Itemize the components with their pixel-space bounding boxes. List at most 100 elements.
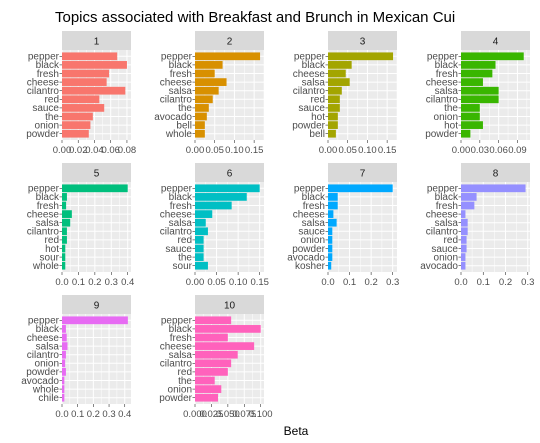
x-tick-label: 0.00	[319, 145, 338, 156]
bar-1-onion	[62, 121, 91, 129]
category-label: avocado	[154, 112, 192, 123]
facet-panel-5: 5 pepperblackfreshcheesesalsacilantroredh…	[27, 163, 134, 288]
bar-1-cilantro	[62, 86, 126, 95]
x-tick-label: 0.1	[72, 277, 85, 288]
bar-3-red	[328, 95, 340, 104]
category-label: pepper	[161, 52, 193, 63]
x-tick-label: 0.05	[338, 145, 357, 156]
bar-6-sauce	[195, 244, 204, 253]
category-label: pepper	[28, 316, 60, 327]
bar-1-the	[62, 112, 93, 121]
bar-5-cilantro	[62, 227, 67, 236]
bar-2-bell	[195, 121, 205, 129]
bar-8-sauce	[461, 244, 467, 253]
category-label: cilantro	[160, 95, 193, 106]
category-label: avocado	[21, 376, 59, 387]
category-label: onion	[434, 112, 458, 123]
category-label: avocado	[287, 252, 325, 263]
category-label: salsa	[36, 218, 60, 229]
bar-1-black	[62, 61, 127, 69]
category-label: bell	[176, 120, 192, 131]
bar-2-pepper	[195, 52, 261, 61]
category-label: black	[36, 60, 60, 71]
bar-9-cheese	[62, 333, 67, 342]
facet-strip	[461, 31, 530, 50]
bar-8-onion	[461, 253, 466, 261]
category-label: cilantro	[160, 359, 193, 370]
x-tick-label: 0.10	[229, 277, 248, 288]
category-label: red	[311, 95, 325, 106]
bar-7-sauce	[328, 227, 333, 236]
bar-3-cheese	[328, 69, 346, 78]
category-label: sauce	[431, 244, 458, 255]
x-axis-label: Beta	[284, 424, 309, 438]
facet-strip-label: 3	[360, 37, 366, 48]
facet-strip	[461, 163, 530, 182]
bar-5-salsa	[62, 218, 71, 227]
facet-panel-1: 1 pepperblackfreshcheesecilantroredsaucet…	[26, 31, 136, 156]
category-label: fresh	[170, 333, 192, 344]
facet-panel-2: 2 pepperblackfreshcheesesalsacilantrothea…	[154, 31, 265, 156]
facet-strip	[195, 163, 264, 182]
bar-9-whole	[62, 385, 65, 393]
bar-6-salsa	[195, 218, 206, 227]
x-tick-label: 0.4	[118, 409, 131, 420]
bar-9-powder	[62, 368, 66, 376]
x-tick-label: 0.3	[521, 277, 534, 288]
category-label: sauce	[298, 103, 325, 114]
x-tick-label: 0.05	[205, 145, 224, 156]
bar-10-the	[195, 376, 215, 385]
x-tick-label: 0.0	[454, 277, 467, 288]
bar-8-cilantro	[461, 227, 468, 236]
bar-3-black	[328, 61, 352, 69]
category-label: salsa	[36, 341, 60, 352]
bar-4-fresh	[461, 69, 493, 78]
facet-panel-8: 8 pepperblackfreshcheesesalsacilantroreds…	[420, 163, 534, 288]
x-tick-label: 0.10	[358, 145, 377, 156]
bar-10-cilantro	[195, 359, 232, 368]
bar-5-sour	[62, 253, 66, 261]
bar-4-salsa	[461, 86, 499, 95]
facet-strip	[195, 31, 264, 50]
bar-1-sauce	[62, 104, 105, 112]
category-label: pepper	[427, 52, 459, 63]
x-tick-label: 0.02	[69, 145, 88, 156]
category-label: bell	[309, 129, 325, 140]
category-label: chile	[38, 393, 59, 404]
bar-6-pepper	[195, 184, 260, 193]
category-label: sour	[40, 252, 60, 263]
bar-1-pepper	[62, 52, 118, 61]
bar-9-avocado	[62, 376, 65, 385]
panel-background	[328, 182, 397, 272]
category-label: cilantro	[160, 227, 193, 238]
category-label: red	[178, 235, 192, 246]
bar-6-the	[195, 253, 204, 261]
x-tick-label: 0.00	[186, 277, 205, 288]
x-tick-label: 0.08	[118, 145, 137, 156]
bar-2-cilantro	[195, 95, 213, 104]
x-tick-label: 0.00	[452, 145, 471, 156]
category-label: cheese	[426, 77, 459, 88]
facet-panel-3: 3 pepperblackcheesesalsacilantroredsauceh…	[292, 31, 398, 156]
x-tick-label: 0.06	[101, 145, 120, 156]
panel-background	[62, 182, 131, 272]
bar-8-black	[461, 193, 477, 201]
category-label: powder	[26, 129, 59, 140]
bar-7-avocado	[328, 253, 333, 261]
category-label: kosher	[295, 261, 326, 272]
category-label: pepper	[294, 52, 326, 63]
bar-1-red	[62, 95, 100, 104]
bar-7-salsa	[328, 218, 337, 227]
facet-panel-9: 9 pepperblackcheesesalsacilantroonionpowd…	[21, 295, 131, 420]
bar-2-the	[195, 104, 209, 112]
category-label: salsa	[435, 218, 459, 229]
category-label: onion	[434, 252, 458, 263]
bar-3-sauce	[328, 104, 340, 112]
category-label: black	[36, 324, 60, 335]
bar-6-sour	[195, 261, 208, 270]
category-label: cheese	[160, 341, 193, 352]
x-tick-label: 0.0	[55, 277, 68, 288]
bar-8-avocado	[461, 261, 466, 270]
bar-2-cheese	[195, 78, 227, 86]
bar-8-red	[461, 236, 467, 244]
